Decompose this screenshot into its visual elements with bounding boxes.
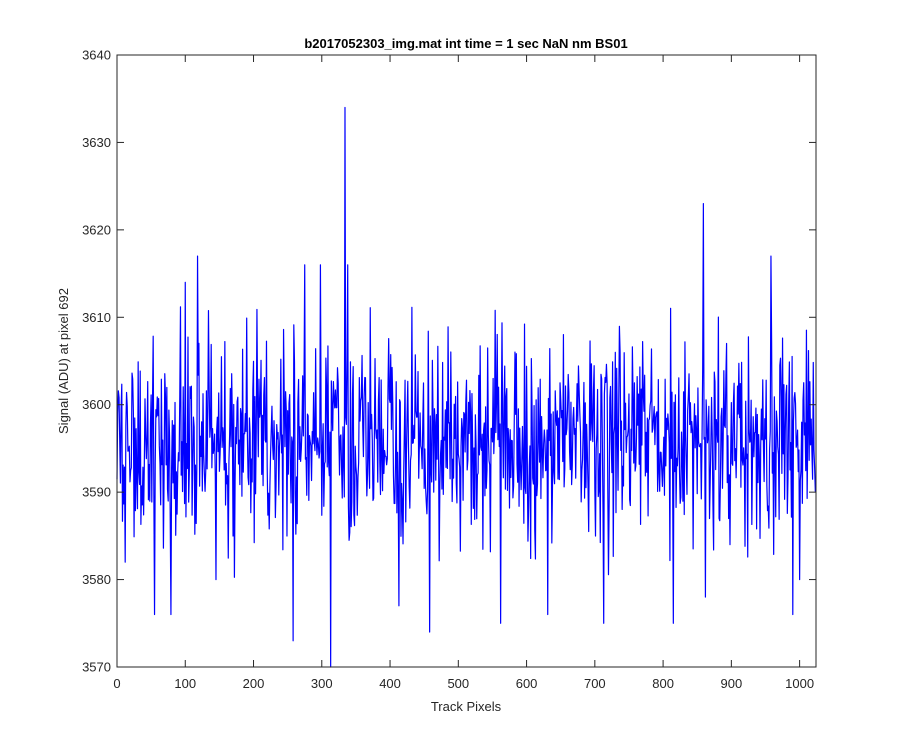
x-tick-label: 1000 [785,676,814,691]
series-layer [116,106,816,668]
y-tick-label: 3590 [82,485,111,500]
x-tick-label: 500 [447,676,469,691]
x-tick-label: 400 [379,676,401,691]
y-tick-label: 3640 [82,48,111,63]
signal-series-line [116,106,816,668]
y-tick-label: 3600 [82,397,111,412]
y-tick-label: 3620 [82,222,111,237]
x-tick-label: 800 [652,676,674,691]
x-tick-label: 300 [311,676,333,691]
axes-background [117,55,816,667]
chart-title: b2017052303_img.mat int time = 1 sec NaN… [304,36,627,51]
x-tick-label: 200 [243,676,265,691]
y-tick-label: 3630 [82,135,111,150]
x-tick-label: 0 [113,676,120,691]
x-tick-label: 100 [174,676,196,691]
axes-box [116,54,817,668]
y-tick-label: 3580 [82,572,111,587]
y-tick-label: 3610 [82,310,111,325]
y-axis-label: Signal (ADU) at pixel 692 [56,288,71,434]
x-axis-label: Track Pixels [431,699,502,714]
ticks-layer: 0 100 200 300 400 500 600 700 800 900 1000 3570 3580… [82,48,816,691]
x-tick-label: 700 [584,676,606,691]
y-tick-label: 3570 [82,660,111,675]
x-tick-label: 600 [516,676,538,691]
x-tick-label: 900 [721,676,743,691]
